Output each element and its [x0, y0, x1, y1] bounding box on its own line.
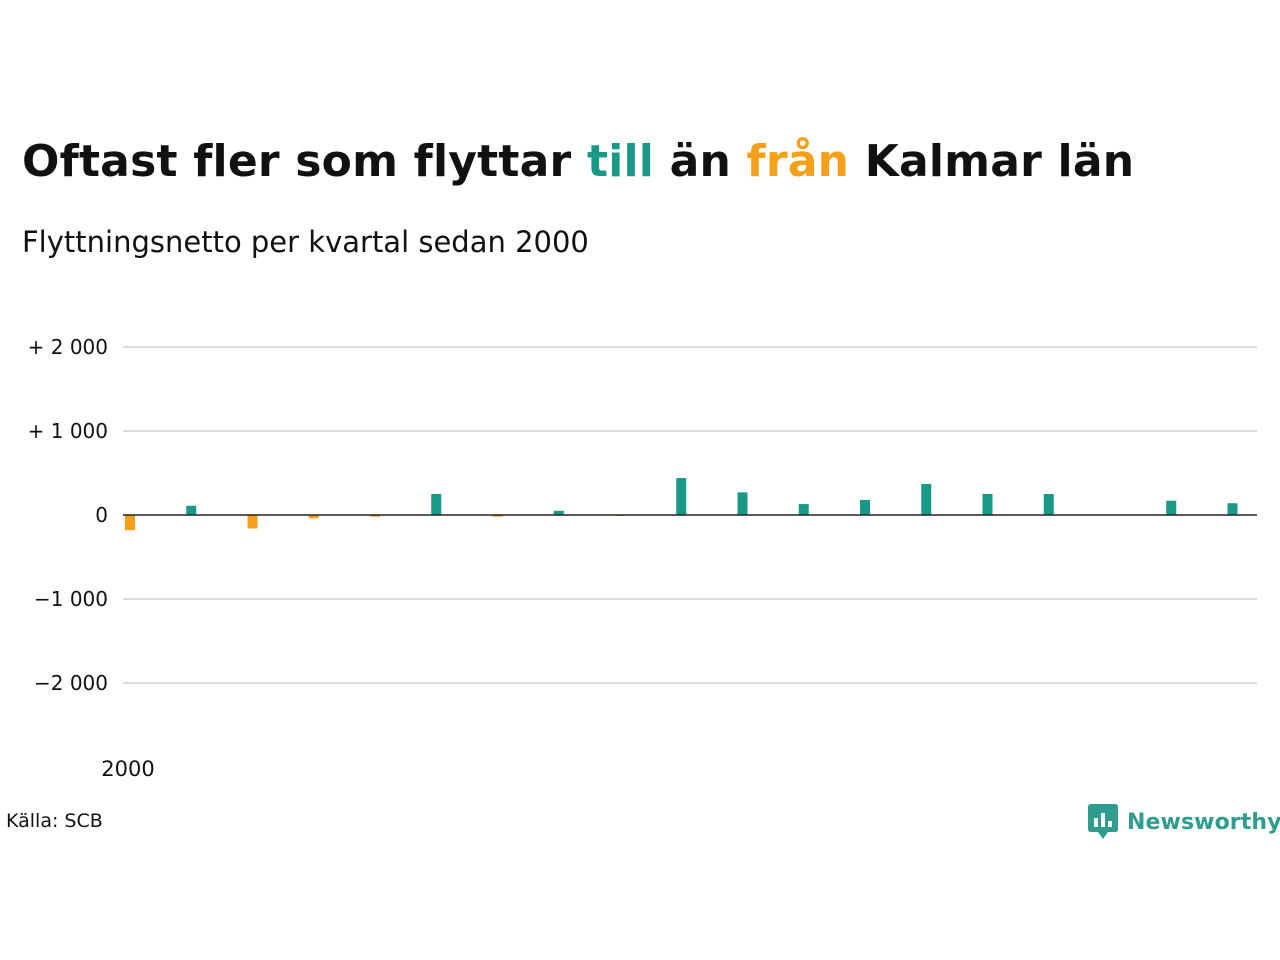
title-positive-word: till — [586, 136, 655, 187]
chart-subtitle: Flyttningsnetto per kvartal sedan 2000 — [22, 225, 589, 259]
bar — [308, 515, 319, 519]
bar — [1043, 494, 1054, 515]
brand-logo: Newsworthy — [1088, 804, 1280, 840]
title-negative-word: från — [746, 136, 850, 187]
gridlines — [123, 346, 1257, 684]
bar — [1227, 503, 1238, 515]
source-note: Källa: SCB — [6, 810, 103, 832]
brand-name: Newsworthy — [1127, 809, 1280, 835]
x-tick-label: 2000 — [101, 757, 154, 781]
title-part-2: än — [654, 136, 747, 187]
title-part-1: Oftast fler som flyttar — [22, 136, 587, 187]
bar — [737, 492, 748, 515]
bar — [186, 505, 197, 515]
y-axis-labels: + 2 000 + 1 000 0 −1 000 −2 000 — [28, 335, 108, 695]
y-tick-label: −2 000 — [34, 671, 108, 695]
bar-chart: + 2 000 + 1 000 0 −1 000 −2 000 200020052010… — [28, 335, 1257, 781]
bar — [798, 504, 809, 515]
bar — [1166, 500, 1177, 515]
newsworthy-logo-icon — [1088, 804, 1118, 839]
y-tick-label: 0 — [95, 503, 108, 527]
y-tick-label: + 2 000 — [28, 335, 108, 359]
bar — [676, 478, 687, 515]
bar — [553, 510, 564, 515]
bars — [125, 478, 1238, 531]
chart-title: Oftast fler som flyttar till än från Kal… — [22, 132, 1134, 192]
bar — [370, 515, 380, 517]
x-axis-labels: 20002005201020152020 — [101, 757, 154, 781]
bar — [125, 515, 135, 531]
bar — [982, 494, 993, 515]
bar — [247, 515, 258, 529]
bar — [860, 499, 870, 515]
bar — [921, 483, 932, 515]
y-tick-label: + 1 000 — [28, 419, 108, 443]
y-tick-label: −1 000 — [34, 587, 108, 611]
bar — [431, 494, 442, 515]
title-part-3: Kalmar län — [849, 136, 1135, 187]
bar — [492, 515, 503, 517]
